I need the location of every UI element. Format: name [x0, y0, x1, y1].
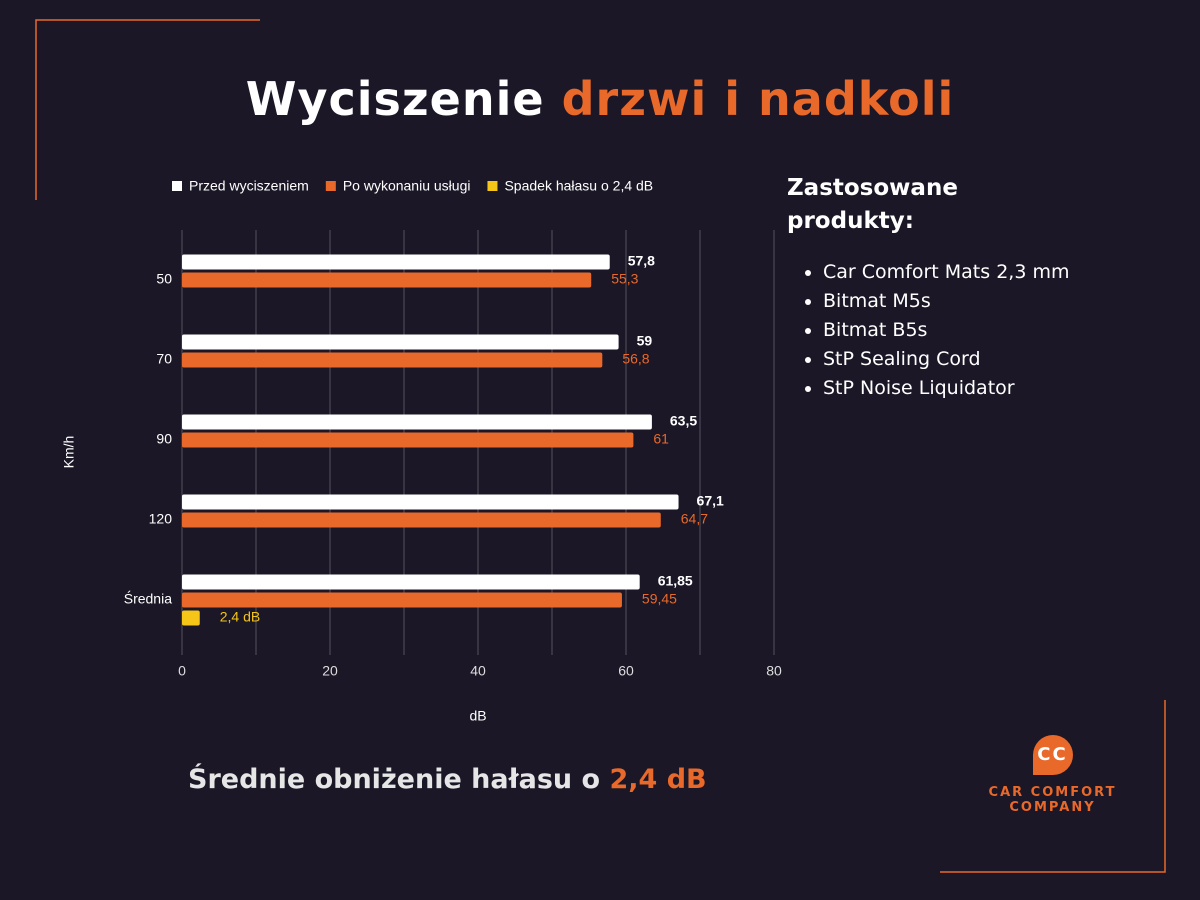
y-tick-label: 120: [149, 511, 173, 527]
product-item: Car Comfort Mats 2,3 mm: [823, 258, 1167, 287]
legend-swatch: [172, 181, 182, 191]
value-label: 64,7: [681, 511, 708, 527]
bar: [182, 610, 200, 626]
bar: [182, 272, 592, 288]
logo-mark: CC: [1032, 735, 1073, 775]
y-axis-label: Km/h: [61, 436, 77, 469]
value-label: 56,8: [622, 351, 649, 367]
legend-label: Przed wyciszeniem: [189, 178, 309, 194]
product-item: Bitmat B5s: [823, 316, 1167, 345]
bar: [182, 254, 610, 270]
products-heading: Zastosowane produkty:: [787, 175, 958, 234]
value-label: 61: [653, 431, 669, 447]
value-label: 59,45: [642, 591, 677, 607]
x-tick-label: 40: [470, 663, 486, 679]
x-axis-label: dB: [469, 708, 486, 724]
value-label: 61,85: [658, 573, 693, 589]
value-label: 63,5: [670, 413, 697, 429]
y-tick-label: 50: [156, 271, 172, 287]
bar: [182, 494, 679, 510]
product-item: Bitmat M5s: [823, 287, 1167, 316]
bar: [182, 512, 661, 528]
value-label: 55,3: [611, 271, 638, 287]
title: Wyciszenie drzwi i nadkoli: [0, 72, 1200, 126]
summary-text: Średnie obniżenie hałasu o: [188, 764, 601, 795]
value-label: 59: [637, 333, 653, 349]
products-list: Car Comfort Mats 2,3 mmBitmat M5sBitmat …: [787, 258, 1167, 403]
y-tick-label: 70: [156, 351, 172, 367]
frame-corner: [940, 700, 1166, 873]
legend-label: Spadek hałasu o 2,4 dB: [504, 178, 653, 194]
x-tick-label: 20: [322, 663, 338, 679]
title-part: drzwi i nadkoli: [561, 72, 955, 126]
logo-text: COMPANY: [1009, 800, 1096, 815]
value-label: 57,8: [628, 253, 655, 269]
legend-swatch: [487, 181, 498, 191]
legend-label: Po wykonaniu usługi: [343, 178, 471, 194]
summary: Średnie obniżenie hałasu o 2,4 dB: [188, 764, 707, 795]
x-tick-label: 80: [766, 663, 782, 679]
bar: [182, 334, 619, 350]
logo-text: CAR COMFORT: [988, 785, 1117, 800]
x-tick-label: 60: [618, 663, 634, 679]
bar: [182, 592, 622, 608]
legend-swatch: [325, 181, 336, 191]
bar: [182, 432, 634, 448]
products: Zastosowane produkty: Car Comfort Mats 2…: [787, 172, 1167, 403]
y-tick-label: Średnia: [124, 590, 172, 607]
summary-value: 2,4 dB: [609, 764, 707, 795]
x-tick-label: 0: [178, 663, 186, 679]
product-item: StP Sealing Cord: [823, 345, 1167, 374]
product-item: StP Noise Liquidator: [823, 374, 1167, 403]
bar: [182, 574, 640, 590]
value-label: 67,1: [697, 493, 724, 509]
value-label: 2,4 dB: [220, 609, 260, 625]
title-part: Wyciszenie: [245, 72, 545, 126]
bar: [182, 352, 603, 368]
bar: [182, 414, 652, 430]
frame-corner: [35, 19, 260, 200]
logo: CC CAR COMFORT COMPANY: [965, 735, 1140, 815]
y-tick-label: 90: [156, 431, 172, 447]
